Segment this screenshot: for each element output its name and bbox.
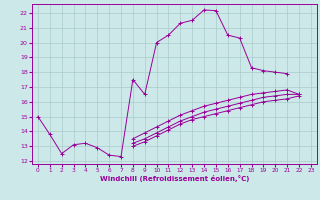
X-axis label: Windchill (Refroidissement éolien,°C): Windchill (Refroidissement éolien,°C) — [100, 175, 249, 182]
